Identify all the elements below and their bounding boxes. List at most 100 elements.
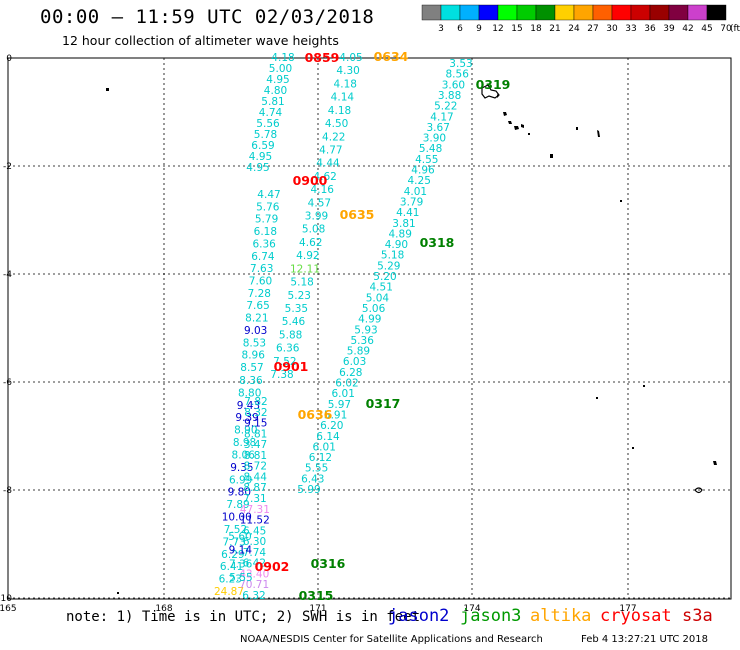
color-scale-label: (ft) <box>730 24 740 34</box>
wave-height-value: 3.67 <box>427 122 450 134</box>
wave-height-value: 4.89 <box>389 228 412 240</box>
wave-height-value: 9.15 <box>244 418 267 430</box>
wave-height-value: 8.90 <box>234 425 257 437</box>
units-note: note: 1) Time is in UTC; 2) SWH is in fe… <box>66 609 421 625</box>
island-shape <box>503 112 507 116</box>
longitude-label: 174 <box>463 604 480 614</box>
wave-height-value: 6.01 <box>332 388 355 400</box>
wave-height-value: 4.18 <box>271 52 294 64</box>
color-swatch <box>535 4 556 21</box>
wave-height-value: 5.22 <box>434 101 457 113</box>
wave-height-value: 47.31 <box>240 504 270 516</box>
wave-height-value: 4.57 <box>308 197 331 209</box>
wave-height-value: 6.36 <box>252 238 276 250</box>
color-scale-label: 6 <box>457 24 463 34</box>
wave-height-value: 12.11 <box>290 263 320 275</box>
wave-height-value: 6.43 <box>301 473 324 485</box>
wave-height-value: 4.95 <box>266 74 289 86</box>
wave-height-value: 7.52 <box>273 356 296 368</box>
wave-height-value: 5.91 <box>324 409 347 421</box>
color-scale-label: 42 <box>682 24 693 34</box>
island-shape <box>514 126 519 130</box>
color-swatch <box>478 4 499 21</box>
island-shape <box>576 127 578 130</box>
wave-height-value: 5.48 <box>419 143 442 155</box>
longitude-label: 168 <box>155 604 172 614</box>
wave-height-value: 4.50 <box>325 118 348 130</box>
wave-height-value: 5.04 <box>366 292 390 304</box>
wave-height-value: 4.44 <box>316 158 340 170</box>
wave-height-value: 7.36 <box>229 558 253 570</box>
credit-line: NOAA/NESDIS Center for Satellite Applica… <box>240 634 543 645</box>
wave-height-value: 4.96 <box>411 165 435 177</box>
longitude-label: 177 <box>619 604 636 614</box>
wave-height-value: 5.08 <box>302 224 325 236</box>
island-shape <box>550 154 553 158</box>
wave-height-value: 6.32 <box>242 590 265 602</box>
color-scale-label: 21 <box>549 24 560 34</box>
wave-height-value: 7.60 <box>249 276 272 288</box>
wave-height-value: 8.44 <box>244 471 268 483</box>
wave-height-value: 5.78 <box>254 129 277 141</box>
latitude-label: -4 <box>3 270 12 280</box>
pass-time-label: 0635 <box>340 207 375 222</box>
color-swatch <box>592 4 613 21</box>
color-scale-label: 33 <box>625 24 636 34</box>
pass-time-label: 0316 <box>311 556 346 571</box>
latitude-label: -6 <box>3 378 12 388</box>
wave-height-value: 5.89 <box>347 346 370 358</box>
pass-time-label: 0901 <box>274 359 309 374</box>
color-swatch <box>421 4 442 21</box>
legend-cryosat: cryosat <box>600 606 672 626</box>
island-shape <box>106 88 109 91</box>
island-outlines <box>106 84 717 594</box>
wave-height-value: 4.41 <box>396 207 419 219</box>
pass-time-label: 0902 <box>255 559 290 574</box>
wave-height-value: 4.17 <box>430 111 453 123</box>
pass-time-label: 0859 <box>305 50 340 65</box>
wave-height-value: 4.62 <box>299 237 322 249</box>
wave-height-value: 8.57 <box>240 362 263 374</box>
wave-height-value: 4.01 <box>404 186 427 198</box>
pass-time-label: 0317 <box>366 396 401 411</box>
latitude-label: -8 <box>3 486 12 496</box>
wave-height-value: 6.18 <box>254 226 277 238</box>
wave-height-value: 7.74 <box>243 547 267 559</box>
color-swatch <box>459 4 480 21</box>
color-swatch <box>611 4 632 21</box>
wave-height-value: 5.29 <box>377 260 400 272</box>
legend-jason2: jason2 <box>388 606 450 626</box>
island-shape <box>497 94 499 98</box>
wave-height-value: 5.55 <box>229 572 252 584</box>
pass-time-label: 0315 <box>299 588 334 603</box>
altimeter-tracks: 4.185.004.954.805.814.745.565.786.594.95… <box>214 52 473 602</box>
wave-height-value: 8.98 <box>233 437 256 449</box>
wave-height-value: 4.95 <box>249 151 272 163</box>
color-scale-label: 70 <box>720 24 732 34</box>
wave-height-value: 6.23 <box>219 574 242 586</box>
wave-height-value: 5.79 <box>255 214 278 226</box>
wave-height-value: 6.29 <box>221 549 244 561</box>
color-scale-label: 15 <box>511 24 522 34</box>
wave-height-value: 5.97 <box>328 399 351 411</box>
wave-height-value: 5.76 <box>256 201 280 213</box>
island-shape <box>597 130 600 137</box>
wave-height-value: 5.18 <box>290 277 313 289</box>
wave-height-value: 3.81 <box>392 218 415 230</box>
wave-height-value: 4.90 <box>385 239 408 251</box>
wave-height-value: 5.55 <box>305 463 328 475</box>
longitude-label: 165 <box>0 604 17 614</box>
color-swatch <box>497 4 518 21</box>
wave-height-value: 8.81 <box>244 428 267 440</box>
wave-height-value: 9.35 <box>230 462 253 474</box>
wave-height-value: 6.99 <box>229 474 252 486</box>
legend-altika: altika <box>530 606 592 626</box>
wave-height-value: 8.36 <box>239 375 263 387</box>
wave-height-value: 4.92 <box>296 250 319 262</box>
wave-height-value: 6.36 <box>276 343 300 355</box>
latitude-label: -10 <box>0 594 12 604</box>
wave-height-value: 6.42 <box>243 558 266 570</box>
